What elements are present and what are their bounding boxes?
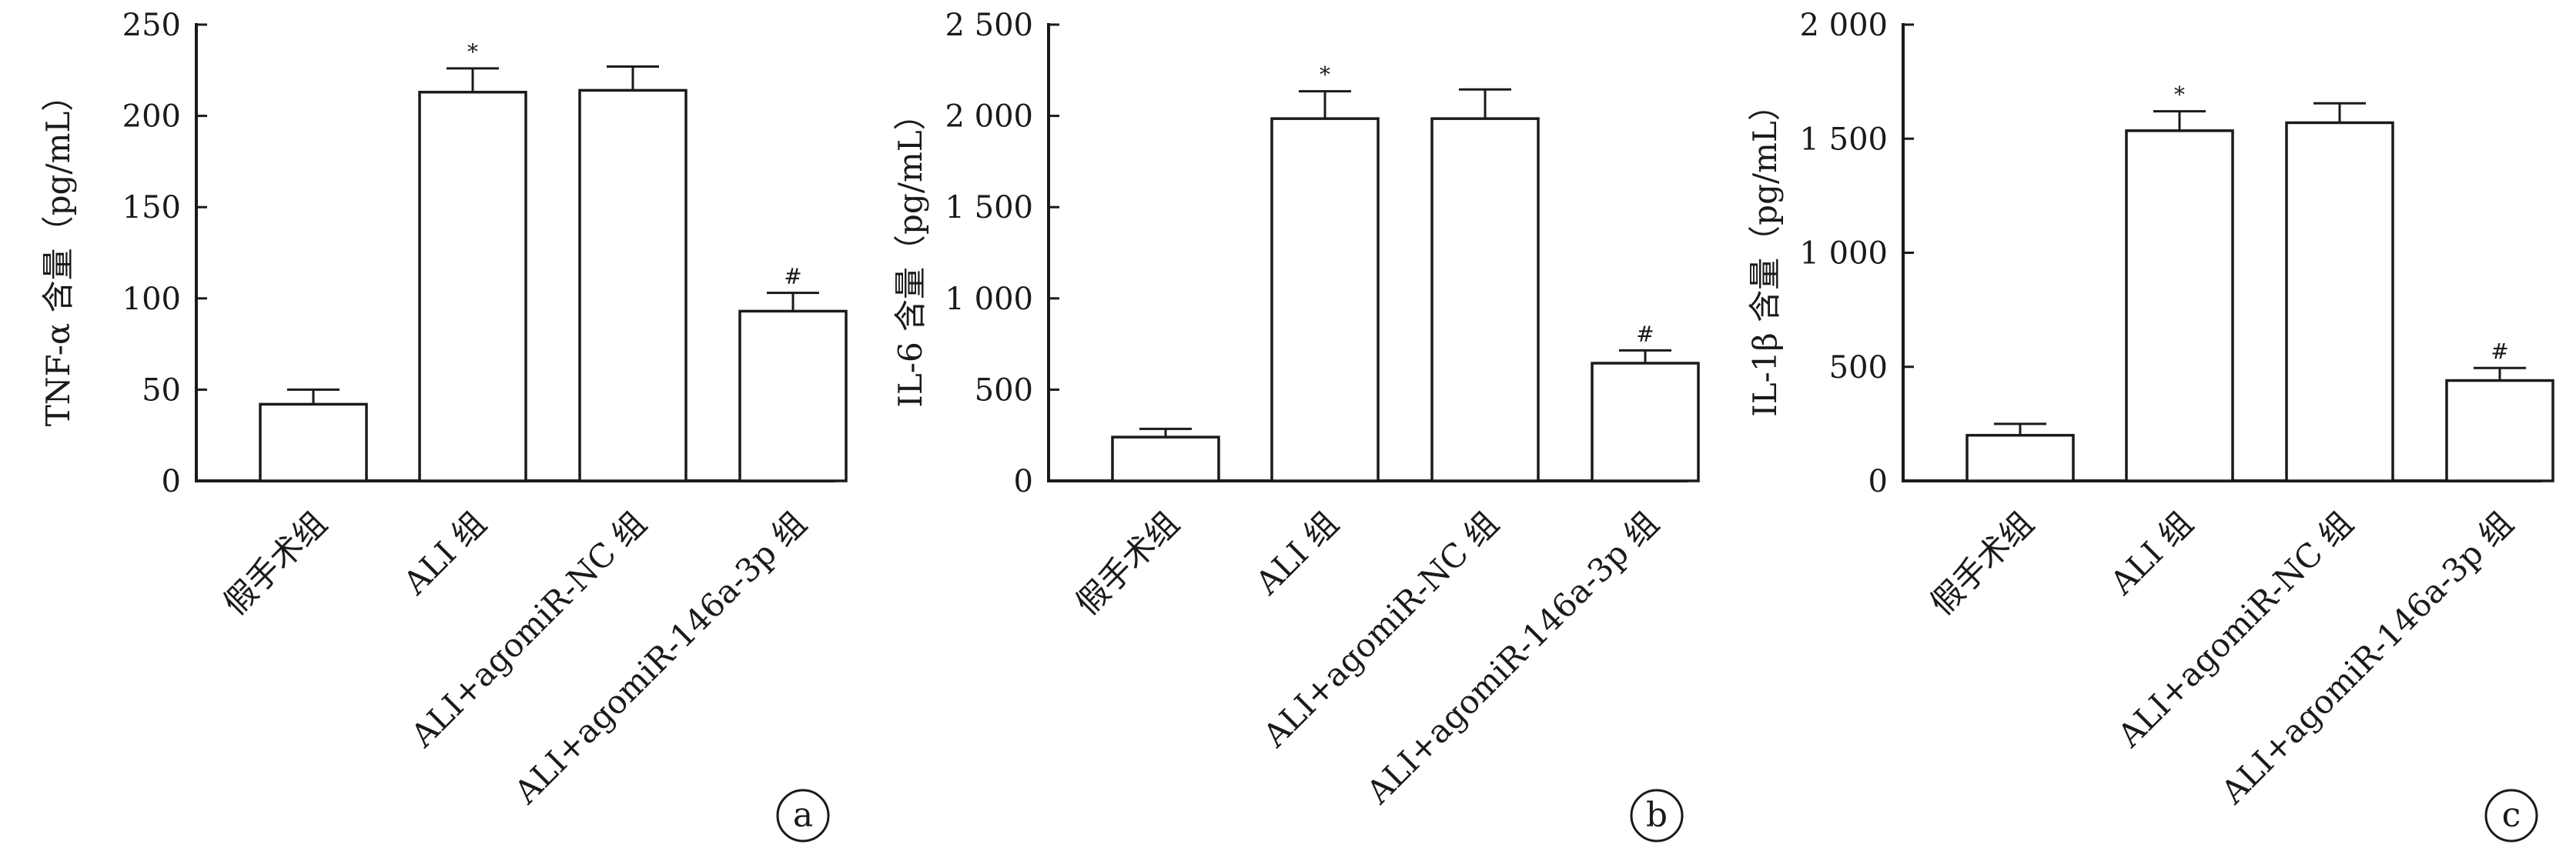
panel-letter-circle	[2484, 789, 2538, 843]
y-tick-label: 0	[1868, 464, 1888, 499]
significance-marker: #	[2491, 339, 2508, 364]
category-label: ALI+agomiR-146a-3p 组	[507, 504, 814, 811]
bar	[1965, 433, 2075, 482]
bar	[2125, 129, 2234, 482]
y-tick-label: 0	[1014, 464, 1033, 499]
y-tick-label: 2 000	[945, 99, 1033, 135]
category-label: 假手术组	[216, 504, 334, 622]
bar	[1270, 117, 1380, 482]
significance-marker: *	[2174, 82, 2185, 108]
significance-marker: #	[784, 264, 801, 289]
y-tick-label: 1 500	[1799, 122, 1888, 157]
y-tick-label: 500	[1829, 350, 1888, 385]
bar	[1430, 117, 1540, 482]
bar	[418, 91, 527, 482]
y-tick-label: 2 500	[945, 8, 1033, 43]
y-tick-label: 0	[162, 464, 181, 499]
category-label: 假手术组	[1923, 504, 2041, 622]
bar	[738, 309, 848, 482]
y-tick-label: 50	[142, 372, 181, 408]
bar	[2285, 121, 2394, 482]
category-label: ALI 组	[1248, 504, 1346, 602]
chart-panel-c: 0 500 1 000 1 500 2 000 IL-1β 含量（pg/mL） 假手术组 * A…	[1746, 8, 2554, 843]
bar	[1111, 436, 1220, 482]
chart-panel-b: 0 500 1 000 1 500 2 000 2 500 IL-6 含量（pg/mL） 假手…	[892, 8, 1700, 843]
category-label: ALI 组	[396, 504, 493, 602]
chart-panel-a: 0 50 100 150 200 250 TNF-α 含量（pg/mL） 假手术组 * ALI 组…	[39, 8, 848, 843]
y-axis-title: TNF-α 含量（pg/mL）	[39, 79, 77, 427]
y-axis-title: IL-1β 含量（pg/mL）	[1746, 88, 1784, 417]
panel-letter: b	[1646, 796, 1668, 835]
y-tick-label: 1 000	[1799, 236, 1888, 272]
significance-marker: *	[1320, 62, 1330, 88]
y-tick-label: 250	[122, 8, 181, 43]
y-tick-label: 200	[122, 99, 181, 135]
y-tick-label: 1 500	[945, 190, 1033, 225]
category-label: 假手术组	[1069, 504, 1186, 622]
y-axis-title: IL-6 含量（pg/mL）	[892, 98, 929, 407]
y-tick-label: 100	[122, 282, 181, 317]
y-tick-label: 150	[122, 190, 181, 225]
y-tick-label: 2 000	[1799, 8, 1888, 43]
bar	[1591, 362, 1700, 482]
panel-letter-circle	[1630, 789, 1684, 843]
bar	[2445, 379, 2554, 482]
bar	[578, 88, 687, 482]
category-label: ALI 组	[2103, 504, 2200, 602]
significance-marker: #	[1636, 321, 1654, 346]
panel-letter: c	[2502, 796, 2521, 835]
category-label: ALI+agomiR-146a-3p 组	[2213, 504, 2521, 811]
category-label: ALI+agomiR-146a-3p 组	[1359, 504, 1666, 811]
y-tick-label: 1 000	[945, 282, 1033, 317]
panel-letter: a	[793, 796, 813, 835]
y-tick-label: 500	[975, 372, 1033, 408]
panel-letter-circle	[776, 789, 830, 843]
bar	[259, 402, 368, 482]
significance-marker: *	[467, 39, 478, 65]
